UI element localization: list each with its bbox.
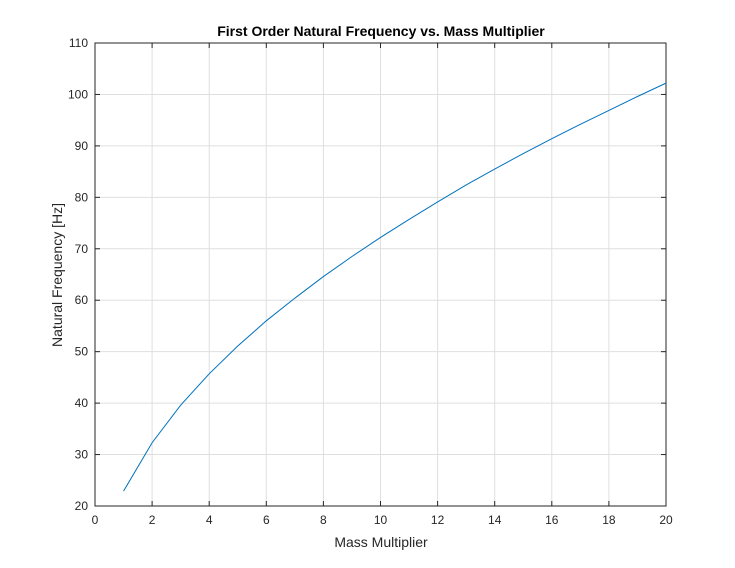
x-tick-label: 14 [488, 513, 502, 527]
x-tick-label: 10 [374, 513, 388, 527]
y-axis-label: Natural Frequency [Hz] [49, 203, 65, 347]
x-tick-label: 8 [320, 513, 327, 527]
x-tick-label: 2 [149, 513, 156, 527]
x-tick-label: 4 [206, 513, 213, 527]
y-tick-label: 60 [75, 293, 89, 307]
y-tick-label: 20 [75, 499, 89, 513]
y-tick-label: 100 [68, 87, 88, 101]
y-tick-label: 40 [75, 396, 89, 410]
x-tick-label: 12 [431, 513, 445, 527]
y-tick-label: 70 [75, 242, 89, 256]
y-tick-label: 90 [75, 139, 89, 153]
x-tick-label: 16 [545, 513, 559, 527]
y-tick-label: 80 [75, 190, 89, 204]
x-tick-label: 20 [659, 513, 673, 527]
x-tick-label: 18 [602, 513, 616, 527]
x-tick-label: 0 [92, 513, 99, 527]
y-tick-label: 50 [75, 345, 89, 359]
x-axis-label: Mass Multiplier [334, 534, 428, 550]
series [123, 82, 667, 492]
series-line [123, 82, 667, 492]
x-tick-label: 6 [263, 513, 270, 527]
y-tick-label: 110 [69, 36, 88, 50]
ticks: 0 2 4 6 8 10 12 14 16 18 20 20 30 40 50 60 70 80 90 100 110 [68, 36, 673, 527]
chart-title: First Order Natural Frequency vs. Mass M… [217, 23, 545, 39]
y-tick-label: 30 [75, 448, 89, 462]
